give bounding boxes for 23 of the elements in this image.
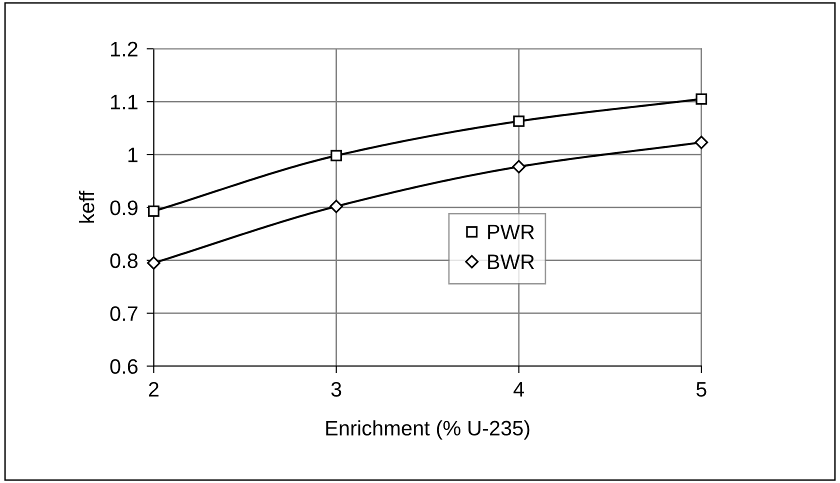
point	[146, 256, 160, 270]
y-axis-title: keff	[78, 190, 94, 223]
point	[696, 93, 708, 105]
point	[513, 116, 525, 127]
y-tick-label: 0.9	[110, 200, 138, 216]
y-tick-label: 1.2	[111, 42, 138, 56]
y-tick-label: 0.6	[110, 359, 138, 374]
legend-label: PWR	[488, 224, 534, 240]
x-axis-title: Enrichment (% U-235)	[326, 420, 530, 440]
y-tick-label: 1.1	[111, 94, 138, 110]
y-tick-label: 1	[128, 148, 138, 162]
y-tick-label: 0.8	[110, 253, 138, 268]
point	[330, 150, 342, 162]
point	[694, 136, 708, 150]
x-tick-label: 5	[696, 382, 706, 397]
legend-label: BWR	[488, 254, 534, 270]
point	[330, 200, 344, 214]
x-tick-label: 4	[514, 382, 524, 396]
y-tick-label: 0.7	[110, 306, 138, 321]
x-tick-label: 2	[148, 382, 158, 396]
x-tick-label: 3	[331, 382, 342, 397]
point	[512, 160, 526, 174]
point	[148, 205, 160, 217]
